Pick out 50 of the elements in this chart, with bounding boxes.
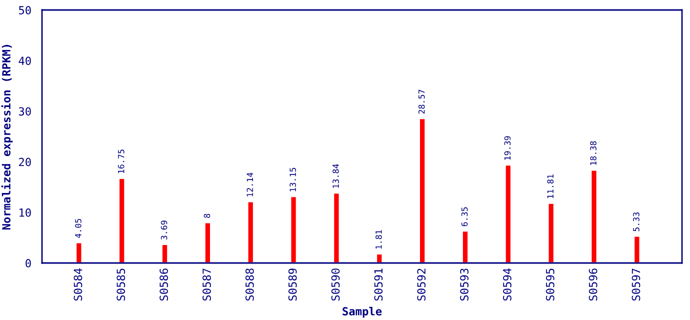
y-tick-label: 0 <box>26 259 31 268</box>
x-tick-label: S0590 <box>331 268 340 301</box>
data-label: 8 <box>204 214 210 218</box>
x-tick-label: S0589 <box>288 268 297 301</box>
data-label: 18.38 <box>590 141 596 165</box>
bar <box>75 242 83 263</box>
data-label: 1.81 <box>376 230 382 249</box>
y-tick-label: 10 <box>20 208 31 217</box>
data-label: 12.14 <box>246 172 253 196</box>
bar <box>418 118 426 263</box>
y-tick-label: 20 <box>19 158 31 166</box>
x-tick-label: S0587 <box>202 268 211 301</box>
x-tick-label: S0585 <box>116 268 126 301</box>
data-label: 13.15 <box>290 168 296 192</box>
data-label: 13.84 <box>332 164 339 188</box>
x-tick-label: S0594 <box>503 268 512 301</box>
data-label: 28.57 <box>418 90 425 114</box>
bar <box>462 230 469 263</box>
bar <box>376 253 384 263</box>
data-label: 5.33 <box>633 212 640 232</box>
data-label: 3.69 <box>160 220 168 240</box>
x-tick-label: S0592 <box>417 268 426 301</box>
bar <box>547 202 555 263</box>
bar <box>504 164 512 263</box>
y-tick-label: 30 <box>18 107 31 116</box>
x-tick-label: S0597 <box>632 268 640 301</box>
data-label: 6.35 <box>461 207 468 226</box>
x-tick-label: S0591 <box>374 268 383 301</box>
x-axis-title: Sample <box>342 306 382 318</box>
bar <box>590 169 598 263</box>
data-label: 4.05 <box>75 218 82 238</box>
bar <box>633 235 641 263</box>
bar <box>161 244 168 263</box>
bar <box>332 192 340 263</box>
x-tick-label: S0595 <box>546 268 554 301</box>
x-tick-label: S0586 <box>160 268 168 301</box>
bar <box>204 222 212 263</box>
x-tick-label: S0593 <box>460 268 468 301</box>
data-label: 16.75 <box>118 150 124 174</box>
data-label: 11.81 <box>547 174 554 198</box>
data-label: 19.39 <box>504 136 511 160</box>
y-axis-title: Normalized expression (RPKM) <box>1 44 13 230</box>
y-tick-label: 50 <box>18 6 31 14</box>
bar <box>118 178 126 263</box>
x-tick-label: S0588 <box>245 268 254 301</box>
bar <box>246 200 254 263</box>
x-tick-label: S0584 <box>74 268 82 301</box>
x-tick-label: S0596 <box>588 268 598 301</box>
y-tick-label: 40 <box>18 56 31 66</box>
bar <box>290 196 298 263</box>
